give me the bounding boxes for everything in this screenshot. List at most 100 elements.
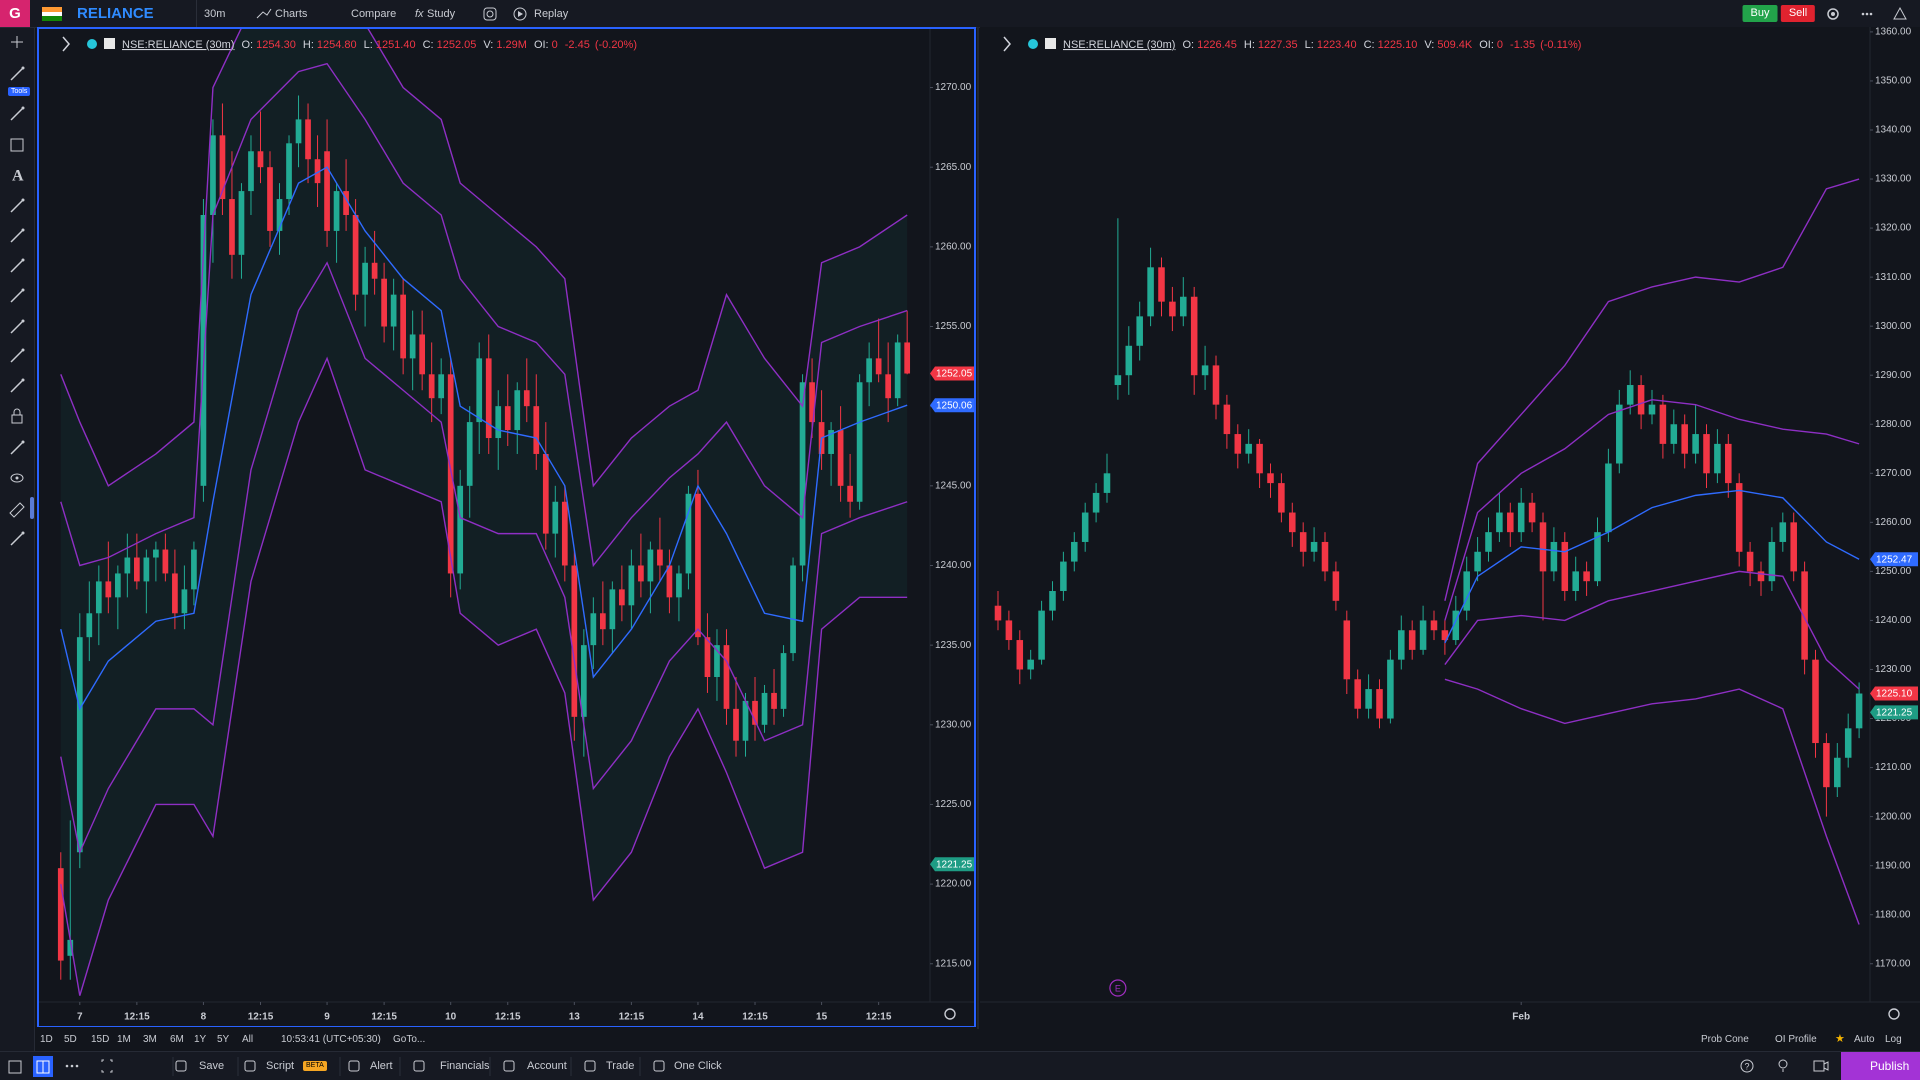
legend-symbol[interactable]: NSE:RELIANCE (30m)	[122, 39, 234, 51]
symbol[interactable]: RELIANCE	[77, 5, 154, 22]
range-button[interactable]: All	[242, 1034, 254, 1045]
icon-shape	[21, 198, 25, 202]
tool-icon[interactable]	[10, 198, 25, 213]
axis-settings[interactable]	[1888, 1008, 1900, 1020]
logo[interactable]: G	[0, 0, 30, 27]
candle-body	[1103, 473, 1111, 493]
candle-body	[1158, 267, 1165, 302]
footer-icon	[584, 1060, 596, 1072]
icon-shape	[10, 441, 24, 455]
scale-option[interactable]: OI Profile	[1775, 1034, 1817, 1045]
x-tick-label: 12:15	[371, 1012, 397, 1023]
interval[interactable]: 30m	[204, 8, 226, 20]
x-tick-label: 12:15	[866, 1012, 892, 1023]
y-tick-label: 1260.00	[1875, 517, 1912, 528]
legend-toggle[interactable]	[1003, 36, 1011, 52]
range-button[interactable]: 5Y	[217, 1034, 230, 1045]
tool-icon[interactable]	[10, 473, 24, 483]
candle-body	[1376, 689, 1383, 719]
footer-button[interactable]: Financials	[440, 1060, 490, 1072]
y-tick-label: 1360.00	[1875, 27, 1912, 38]
scale-option[interactable]: Prob Cone	[1701, 1034, 1749, 1045]
range-button[interactable]: 1Y	[194, 1034, 207, 1045]
footer-button[interactable]: Alert	[370, 1060, 393, 1072]
tool-icon[interactable]	[10, 106, 25, 121]
candle-body	[57, 868, 64, 961]
candle-body	[742, 700, 749, 741]
tool-icon[interactable]	[10, 531, 25, 546]
tool-icon[interactable]	[9, 497, 34, 519]
charts-menu[interactable]: Charts	[275, 8, 308, 20]
legend-symbol[interactable]: NSE:RELIANCE (30m)	[1063, 39, 1175, 51]
candle-body	[780, 653, 787, 709]
candle-body	[1616, 404, 1623, 464]
range-button[interactable]: 6M	[170, 1034, 184, 1045]
tool-icon[interactable]	[11, 36, 23, 48]
sell-button[interactable]: Sell	[1780, 5, 1816, 22]
legend-toggle[interactable]	[62, 36, 70, 52]
footer-button[interactable]: Script	[266, 1060, 295, 1072]
range-button[interactable]: 15D	[91, 1034, 110, 1045]
icon-shape	[21, 258, 25, 262]
candle-body	[267, 167, 273, 231]
icon-shape	[10, 229, 24, 243]
tool-icon[interactable]	[10, 138, 24, 152]
y-tick-label: 1310.00	[1875, 272, 1912, 283]
legend-key: OI:	[534, 39, 549, 51]
compare[interactable]: Compare	[351, 8, 397, 20]
footer-button[interactable]: Save	[199, 1060, 225, 1072]
layout-icons	[8, 1056, 113, 1077]
candle-body	[210, 135, 216, 215]
footer-button[interactable]: Account	[527, 1060, 567, 1072]
range-button[interactable]: 3M	[143, 1034, 157, 1045]
band-fill	[60, 27, 908, 996]
candle-body	[1267, 473, 1274, 484]
publish-button[interactable]: Publish	[1870, 1059, 1910, 1073]
tool-icon[interactable]	[10, 258, 25, 273]
scale-option[interactable]: Auto	[1854, 1034, 1875, 1045]
candle-body	[1507, 512, 1514, 533]
y-tick-label: 1320.00	[1875, 223, 1912, 234]
replay[interactable]: Replay	[534, 8, 569, 20]
candle-body	[1354, 679, 1361, 709]
event-marker[interactable]	[1109, 979, 1127, 997]
scale-option[interactable]: Log	[1885, 1034, 1902, 1045]
study[interactable]: Study	[427, 8, 456, 20]
tool-icon[interactable]	[10, 66, 25, 81]
candle-body	[1441, 630, 1449, 641]
chart-background	[37, 27, 976, 1027]
icon-shape	[21, 228, 25, 232]
y-tick-label: 1300.00	[1875, 321, 1912, 332]
tool-icon[interactable]	[10, 319, 25, 334]
tool-icon[interactable]	[11, 408, 23, 424]
axis-settings[interactable]	[944, 1008, 956, 1020]
buy-button[interactable]: Buy	[1742, 5, 1778, 22]
tool-icon[interactable]: A	[12, 168, 24, 185]
tool-icon[interactable]	[10, 288, 25, 303]
range-button[interactable]: 1D	[40, 1034, 53, 1045]
candle-body	[1430, 620, 1438, 631]
tool-icon[interactable]	[10, 378, 25, 393]
candle-body	[561, 501, 568, 566]
tool-icon[interactable]	[10, 440, 25, 455]
tool-icon[interactable]	[10, 228, 25, 243]
candle-body	[1256, 443, 1263, 474]
candle-body	[1212, 365, 1220, 405]
candle-body	[590, 613, 597, 646]
star[interactable]: ★	[1835, 1033, 1845, 1045]
icon-shape	[21, 288, 25, 292]
footer-button[interactable]: One Click	[674, 1060, 722, 1072]
x-tick-label: 12:15	[742, 1012, 768, 1023]
candle-body	[1049, 591, 1056, 611]
y-tick-label: 1350.00	[1875, 76, 1912, 87]
goto[interactable]: GoTo...	[393, 1034, 426, 1045]
range-button[interactable]: 5D	[64, 1034, 77, 1045]
chart-right[interactable]: 1170.001180.001190.001200.001210.001220.…	[980, 27, 1920, 1027]
footer-button[interactable]: Trade	[606, 1060, 635, 1072]
band-line	[60, 261, 908, 855]
candle-body	[1790, 522, 1797, 572]
range-button[interactable]: 1M	[117, 1034, 131, 1045]
chart-left[interactable]: 1215.00 1220.00 1225.00 1230.00 1235.00 1240.…	[37, 27, 976, 1027]
y-tick-label: 1280.00	[1875, 419, 1912, 430]
tool-icon[interactable]	[10, 348, 25, 363]
